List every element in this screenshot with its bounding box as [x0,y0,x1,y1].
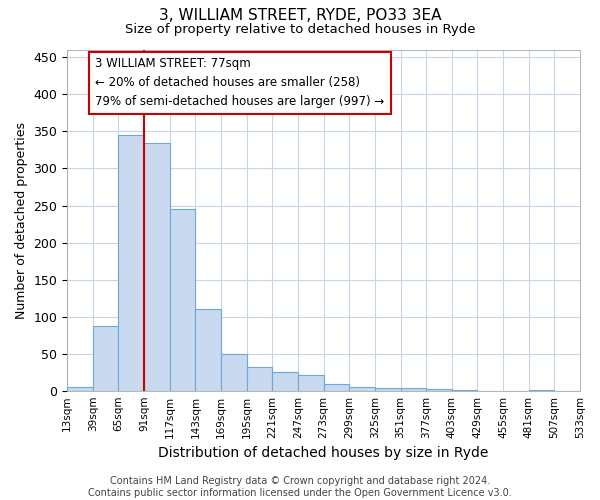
Bar [272,372,298,390]
Bar [426,389,452,390]
Bar [247,367,272,390]
Bar [375,388,401,390]
Text: 3 WILLIAM STREET: 77sqm
← 20% of detached houses are smaller (258)
79% of semi-d: 3 WILLIAM STREET: 77sqm ← 20% of detache… [95,58,385,108]
X-axis label: Distribution of detached houses by size in Ryde: Distribution of detached houses by size … [158,446,489,460]
Bar [118,135,144,390]
Bar [93,326,118,390]
Bar [196,309,221,390]
Bar [67,387,93,390]
Text: Size of property relative to detached houses in Ryde: Size of property relative to detached ho… [125,22,475,36]
Bar [298,375,323,390]
Text: 3, WILLIAM STREET, RYDE, PO33 3EA: 3, WILLIAM STREET, RYDE, PO33 3EA [159,8,441,22]
Bar [401,388,426,390]
Bar [144,142,170,390]
Bar [323,384,349,390]
Bar [170,209,196,390]
Text: Contains HM Land Registry data © Crown copyright and database right 2024.
Contai: Contains HM Land Registry data © Crown c… [88,476,512,498]
Bar [349,387,375,390]
Bar [221,354,247,391]
Y-axis label: Number of detached properties: Number of detached properties [15,122,28,319]
